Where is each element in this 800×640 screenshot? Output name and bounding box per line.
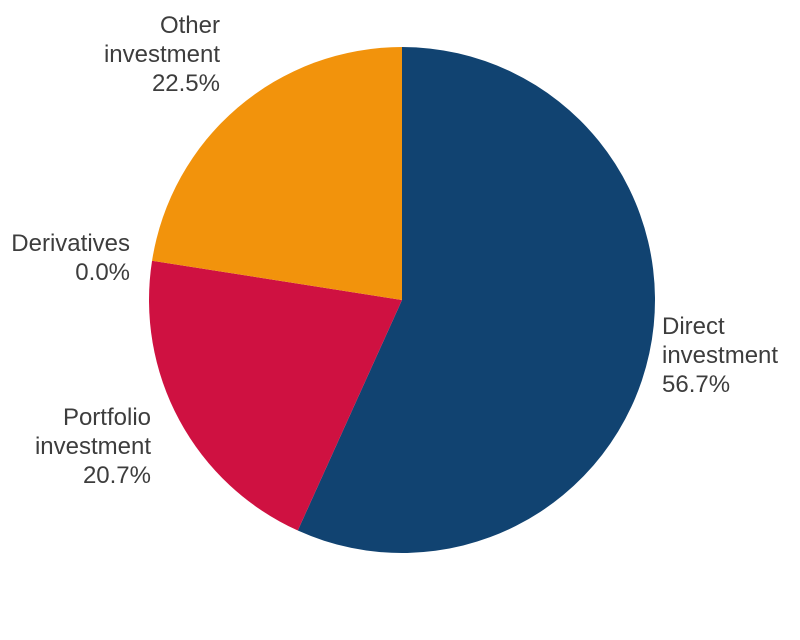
label-portfolio-investment: Portfolio investment 20.7% (1, 403, 151, 490)
slice-percent-direct: 56.7% (662, 371, 731, 398)
slice-label-portfolio: Portfolio investment (34, 404, 151, 460)
pie-slice-1 (149, 260, 402, 531)
label-derivatives: Derivatives 0.0% (0, 229, 130, 287)
pie-slice-0 (297, 47, 656, 553)
slice-percent-derivatives: 0.0% (75, 259, 130, 286)
slice-label-other: Other investment (103, 12, 220, 68)
slice-percent-portfolio: 20.7% (82, 462, 151, 489)
slice-label-direct: Direct investment (662, 313, 779, 369)
label-direct-investment: Direct investment 56.7% (662, 312, 800, 399)
slice-label-derivatives: Derivatives (11, 230, 130, 257)
label-other-investment: Other investment 22.5% (70, 11, 220, 98)
slice-percent-other: 22.5% (151, 70, 220, 97)
pie-slice-3 (152, 47, 402, 300)
